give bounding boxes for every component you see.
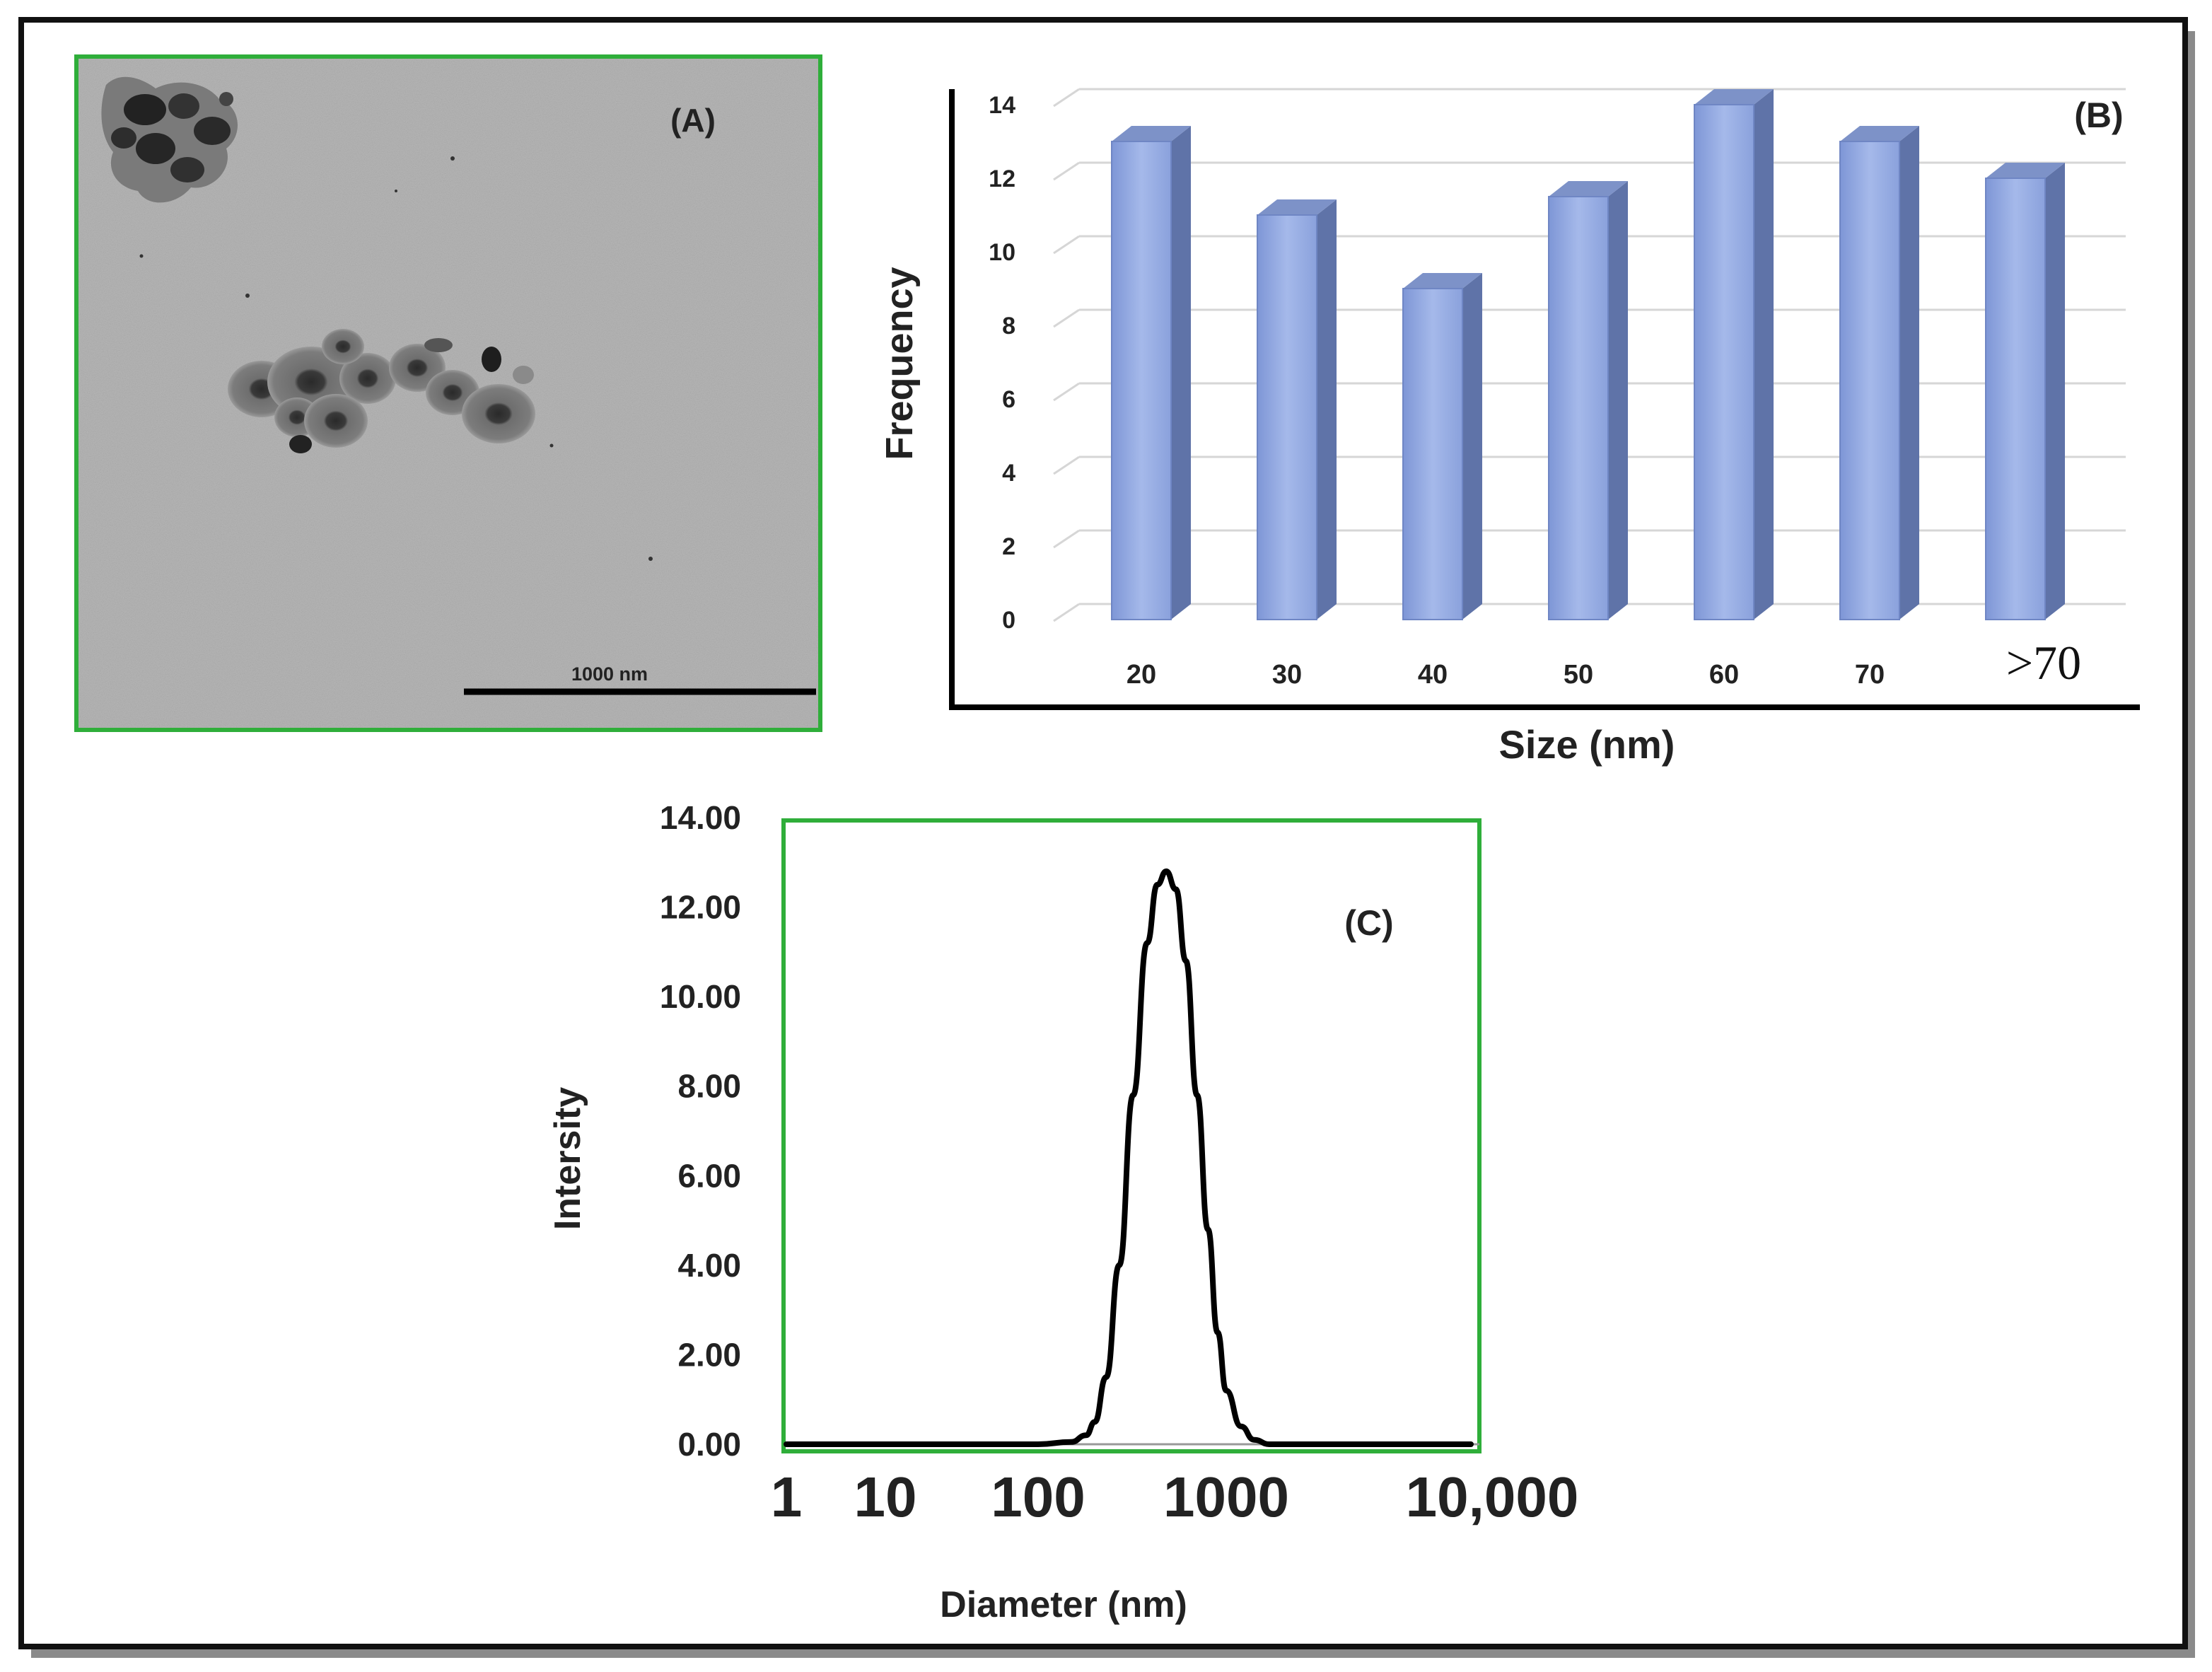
bar-top [1403,273,1482,289]
particle-cluster-center [228,329,535,453]
x-tick-label: 1000 [1163,1465,1289,1528]
x-tick-label: >70 [2006,636,2081,690]
y-tick-label: 0 [1002,607,1015,634]
bar-side [1462,273,1482,620]
bar-60 [1694,89,1774,620]
y-tick-label: 2.00 [677,1336,741,1373]
panel-a: 1000 nm (A) [74,54,822,732]
panel-b-label: (B) [2074,95,2123,135]
bar-front [1111,141,1172,620]
x-tick-label: 60 [1709,660,1739,690]
x-tick-label: 100 [991,1465,1085,1528]
bar-top [1840,126,1919,141]
bar-front [1694,104,1754,620]
bar-30 [1257,199,1337,620]
y-tick-label: 14 [989,92,1015,119]
bar-top [1986,163,2065,178]
panel-c-y-label: Intersity [547,1087,588,1230]
panel-c-intensity-curve [784,868,1474,1448]
y-tick-label: 10 [989,239,1015,266]
y-tick-label: 10.00 [660,978,741,1015]
y-tick-label: 0.00 [677,1426,741,1463]
panel-b-x-ticks: 20 30 40 50 60 70 >70 [1127,636,2081,690]
panel-b-y-label: Frequency [878,267,921,460]
x-tick-label: 50 [1564,660,1593,690]
particle-cluster-top-left [101,76,238,203]
gridline-depth [1053,455,1080,475]
gridline-depth [1053,603,1080,622]
bar-20 [1111,126,1191,620]
panel-b: 0 2 4 6 8 10 12 14 20 30 40 50 60 70 >70 Frequency Si… [878,88,2140,767]
y-tick-label: 4 [1002,460,1015,487]
bar-front [1985,178,2046,620]
gridline-depth [1053,88,1080,108]
y-tick-label: 4.00 [677,1247,741,1284]
x-tick-label: 1 [771,1465,803,1528]
scale-bar-label: 1000 nm [571,663,648,685]
y-tick-label: 2 [1002,533,1015,560]
panel-c-x-ticks: 1 10 100 1000 10,000 [771,1465,1579,1528]
bar-front [1839,141,1900,620]
bar-top [1549,181,1628,197]
x-tick-label: 70 [1855,660,1885,690]
bar-gt70 [1985,163,2065,620]
y-tick-label: 8 [1002,313,1015,339]
y-tick-label: 12 [989,166,1015,192]
gridline-depth [1053,529,1080,549]
x-tick-label: 10 [854,1465,917,1528]
y-tick-label: 6.00 [677,1157,741,1194]
bar-side [1171,126,1191,620]
panel-b-bars [1111,89,2065,620]
panel-b-x-label: Size (nm) [1499,722,1675,767]
y-tick-label: 14.00 [660,799,741,836]
bar-side [1608,181,1628,620]
bar-front [1257,214,1317,620]
gridline-depth [1053,235,1080,255]
bar-side [1899,126,1919,620]
bar-top [1694,89,1774,105]
panel-a-label: (A) [670,102,716,139]
panel-c-border [781,818,1482,1453]
x-tick-label: 20 [1127,660,1156,690]
y-tick-label: 6 [1002,386,1015,413]
bar-side [1317,199,1337,620]
bar-side [2045,163,2065,620]
bar-front [1548,196,1609,620]
debris-dots [139,156,653,561]
x-tick-label: 10,000 [1406,1465,1579,1528]
panel-c-y-ticks: 0.00 2.00 4.00 6.00 8.00 10.00 12.00 14.00 [660,799,741,1463]
x-tick-label: 30 [1272,660,1302,690]
panel-a-border [74,54,822,732]
gridline-depth [1053,161,1080,181]
bar-top [1257,199,1337,215]
gridline-depth [1053,308,1080,328]
bar-70 [1839,126,1919,620]
x-tick-label: 40 [1418,660,1448,690]
bar-side [1754,89,1774,620]
panel-b-y-ticks: 0 2 4 6 8 10 12 14 [989,92,1015,634]
panel-c-label: (C) [1344,903,1393,943]
bar-front [1402,288,1463,620]
y-tick-label: 8.00 [677,1068,741,1105]
bar-50 [1548,181,1628,620]
gridline-depth [1053,382,1080,402]
y-tick-label: 12.00 [660,889,741,926]
panel-c-x-label: Diameter (nm) [940,1584,1187,1625]
bar-top [1112,126,1191,141]
bar-40 [1402,273,1482,620]
